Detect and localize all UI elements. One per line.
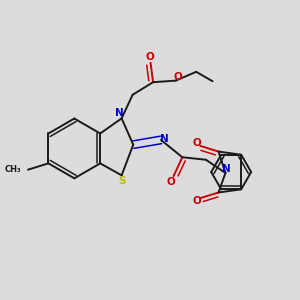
Text: N: N [160, 134, 169, 144]
Text: O: O [192, 196, 201, 206]
Text: N: N [116, 108, 124, 118]
Text: CH₃: CH₃ [4, 165, 21, 174]
Text: O: O [174, 73, 182, 82]
Text: O: O [146, 52, 154, 62]
Text: O: O [192, 138, 201, 148]
Text: O: O [166, 177, 175, 187]
Text: N: N [222, 164, 230, 174]
Text: S: S [118, 176, 126, 186]
